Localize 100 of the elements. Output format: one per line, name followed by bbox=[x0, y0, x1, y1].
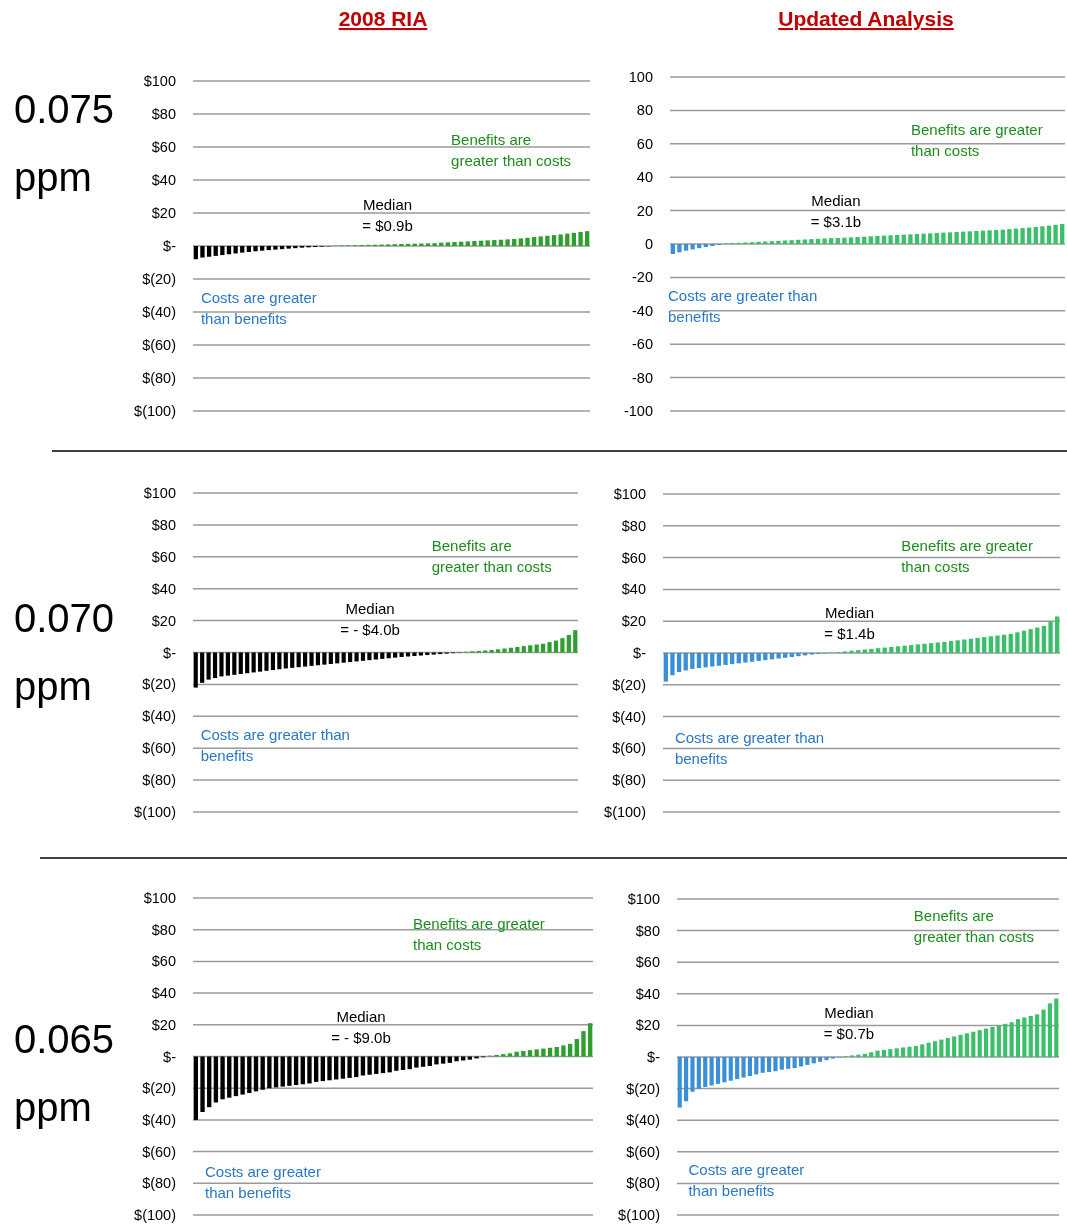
bar bbox=[926, 1042, 931, 1057]
bar bbox=[792, 1057, 797, 1069]
bar bbox=[663, 653, 668, 682]
bar bbox=[875, 648, 881, 653]
bar bbox=[964, 1033, 969, 1057]
bar bbox=[889, 646, 894, 653]
bar bbox=[690, 653, 695, 669]
bar bbox=[387, 1056, 392, 1073]
bar bbox=[414, 1056, 419, 1068]
bar bbox=[554, 1046, 559, 1057]
bar bbox=[913, 1045, 918, 1057]
bar bbox=[322, 652, 327, 665]
y-tick-label: $(20) bbox=[142, 1080, 176, 1097]
bar bbox=[547, 642, 552, 653]
bar bbox=[881, 1049, 887, 1057]
bar bbox=[573, 630, 578, 653]
bar bbox=[811, 1057, 816, 1064]
bar bbox=[982, 637, 987, 653]
bar bbox=[928, 643, 934, 653]
y-tick-label: $(60) bbox=[626, 1143, 660, 1160]
bar bbox=[528, 645, 533, 653]
bar bbox=[207, 1056, 212, 1108]
bar bbox=[367, 1056, 372, 1075]
bar bbox=[869, 1052, 874, 1057]
y-tick-label: $80 bbox=[621, 517, 646, 534]
bar bbox=[313, 1056, 319, 1082]
y-tick-label: $(20) bbox=[626, 1080, 660, 1097]
bar bbox=[968, 638, 974, 653]
bar bbox=[212, 652, 218, 679]
y-tick-label: $(40) bbox=[142, 1111, 176, 1128]
bar bbox=[1008, 633, 1013, 653]
bar bbox=[1048, 621, 1053, 653]
bar bbox=[789, 653, 795, 657]
annotation: Costs are greater than benefits bbox=[205, 1163, 321, 1201]
bar bbox=[1028, 1015, 1033, 1057]
bar bbox=[977, 1030, 982, 1057]
y-tick-label: $(60) bbox=[142, 1143, 176, 1160]
annotation: Costs are greater than benefits bbox=[200, 289, 317, 327]
y-tick-label: $60 bbox=[151, 953, 176, 970]
bar bbox=[307, 1056, 312, 1084]
bar bbox=[1015, 632, 1020, 653]
bar bbox=[741, 1057, 746, 1078]
chart-title: Updated Analysis bbox=[778, 7, 954, 30]
bar bbox=[418, 652, 423, 656]
bar bbox=[945, 1038, 950, 1057]
annotation: Median = $0.9b bbox=[362, 196, 413, 234]
bar bbox=[932, 1041, 938, 1057]
bar bbox=[260, 1056, 265, 1090]
y-tick-label: $(40) bbox=[142, 304, 176, 321]
y-tick-label: 80 bbox=[636, 102, 653, 119]
bar bbox=[756, 653, 761, 661]
bar bbox=[696, 1057, 701, 1089]
y-tick-label: $- bbox=[163, 238, 177, 255]
bar bbox=[515, 646, 520, 653]
annotation: Median = - $9.0b bbox=[331, 1008, 391, 1046]
y-tick-label: $100 bbox=[613, 486, 646, 503]
annotation: Costs are greater than benefits bbox=[688, 1161, 805, 1199]
bar bbox=[971, 1031, 976, 1057]
y-tick-label: $- bbox=[163, 1048, 177, 1065]
bar bbox=[521, 1050, 526, 1057]
bar bbox=[507, 1053, 513, 1057]
y-tick-label: $(80) bbox=[612, 772, 646, 789]
bar bbox=[206, 652, 211, 680]
bar bbox=[581, 1031, 586, 1057]
bar bbox=[245, 652, 250, 674]
bar bbox=[1055, 616, 1060, 653]
bar bbox=[975, 637, 980, 653]
bar bbox=[233, 1056, 239, 1097]
bar bbox=[1028, 629, 1033, 653]
bar bbox=[560, 638, 565, 653]
bar bbox=[862, 1053, 867, 1057]
bar bbox=[902, 645, 907, 653]
bar bbox=[303, 652, 308, 667]
bar bbox=[754, 1057, 759, 1075]
bar bbox=[798, 1057, 804, 1067]
y-tick-label: $(80) bbox=[142, 370, 176, 387]
bar bbox=[1001, 634, 1007, 653]
y-tick-label: $20 bbox=[151, 205, 176, 222]
bar bbox=[915, 644, 921, 653]
bar bbox=[690, 1057, 695, 1092]
bar bbox=[367, 652, 372, 661]
bar bbox=[273, 1056, 279, 1088]
bar bbox=[220, 1056, 225, 1100]
y-tick-label: $100 bbox=[627, 891, 660, 908]
y-tick-label: $(80) bbox=[142, 772, 176, 789]
bar bbox=[743, 653, 748, 663]
bar bbox=[315, 652, 321, 666]
y-tick-label: 40 bbox=[636, 169, 653, 186]
bar bbox=[728, 1057, 733, 1081]
bar bbox=[296, 652, 301, 668]
bar bbox=[948, 641, 954, 653]
bar bbox=[722, 1057, 727, 1083]
y-tick-label: $40 bbox=[635, 985, 660, 1002]
y-tick-label: $80 bbox=[151, 106, 176, 123]
y-tick-label: 0 bbox=[644, 236, 653, 253]
y-tick-label: $40 bbox=[151, 172, 176, 189]
annotation: Benefits are greater than costs bbox=[413, 915, 545, 953]
bar bbox=[534, 644, 539, 653]
bar bbox=[952, 1036, 957, 1057]
y-axis-title: 0.065 ppm bbox=[14, 1017, 115, 1129]
